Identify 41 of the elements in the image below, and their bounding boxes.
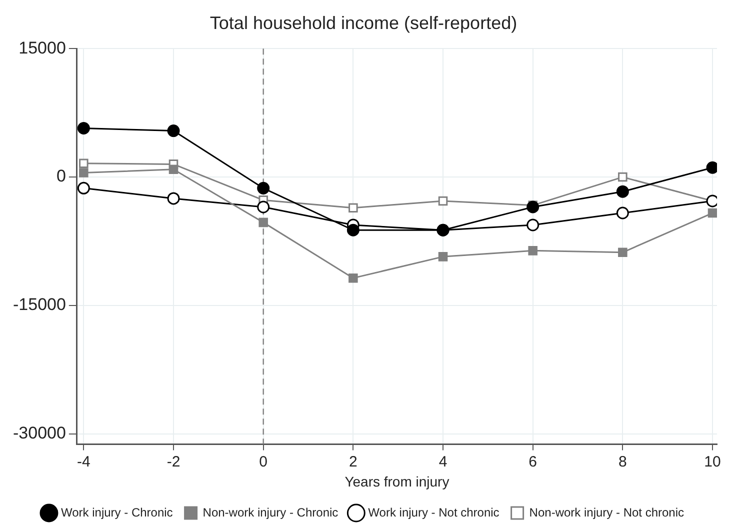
point <box>167 192 180 205</box>
x-tick-label: 6 <box>528 453 538 470</box>
point <box>616 206 629 220</box>
point <box>77 122 90 134</box>
x-axis-title: Years from injury <box>344 473 450 490</box>
point <box>168 164 178 174</box>
point <box>618 172 628 182</box>
point <box>438 196 448 206</box>
point <box>258 218 268 228</box>
point <box>526 200 540 214</box>
point <box>348 203 358 213</box>
point <box>167 124 180 138</box>
x-tick-label: -4 <box>77 453 90 470</box>
point <box>346 224 360 236</box>
point <box>438 252 448 262</box>
point <box>257 182 270 194</box>
point <box>257 200 270 214</box>
chart-title: Total household income (self-reported) <box>210 12 518 33</box>
point <box>79 168 88 178</box>
x-tick-label: 10 <box>704 453 721 470</box>
x-tick-label: 8 <box>618 453 627 470</box>
x-tick-label: 0 <box>259 453 268 470</box>
x-tick-label: 2 <box>349 453 358 470</box>
point <box>528 246 538 256</box>
point <box>77 182 90 194</box>
legend-label: Non-work injury - Chronic <box>202 505 338 520</box>
legend-label: Non-work injury - Not chronic <box>529 505 684 520</box>
point <box>79 158 88 168</box>
point <box>348 273 358 283</box>
point <box>526 218 540 232</box>
x-tick-label: 4 <box>438 453 448 470</box>
point <box>616 185 629 198</box>
y-tick-label: -30000 <box>12 424 66 443</box>
legend-label: Work injury - Chronic <box>60 505 173 520</box>
legend-label: Work injury - Not chronic <box>368 505 500 520</box>
x-tick-label: -2 <box>166 453 180 470</box>
y-tick-label: 0 <box>56 166 66 186</box>
point <box>708 208 717 218</box>
point <box>618 248 628 258</box>
y-tick-label: -15000 <box>12 295 66 314</box>
y-tick-label: 15000 <box>18 38 66 58</box>
